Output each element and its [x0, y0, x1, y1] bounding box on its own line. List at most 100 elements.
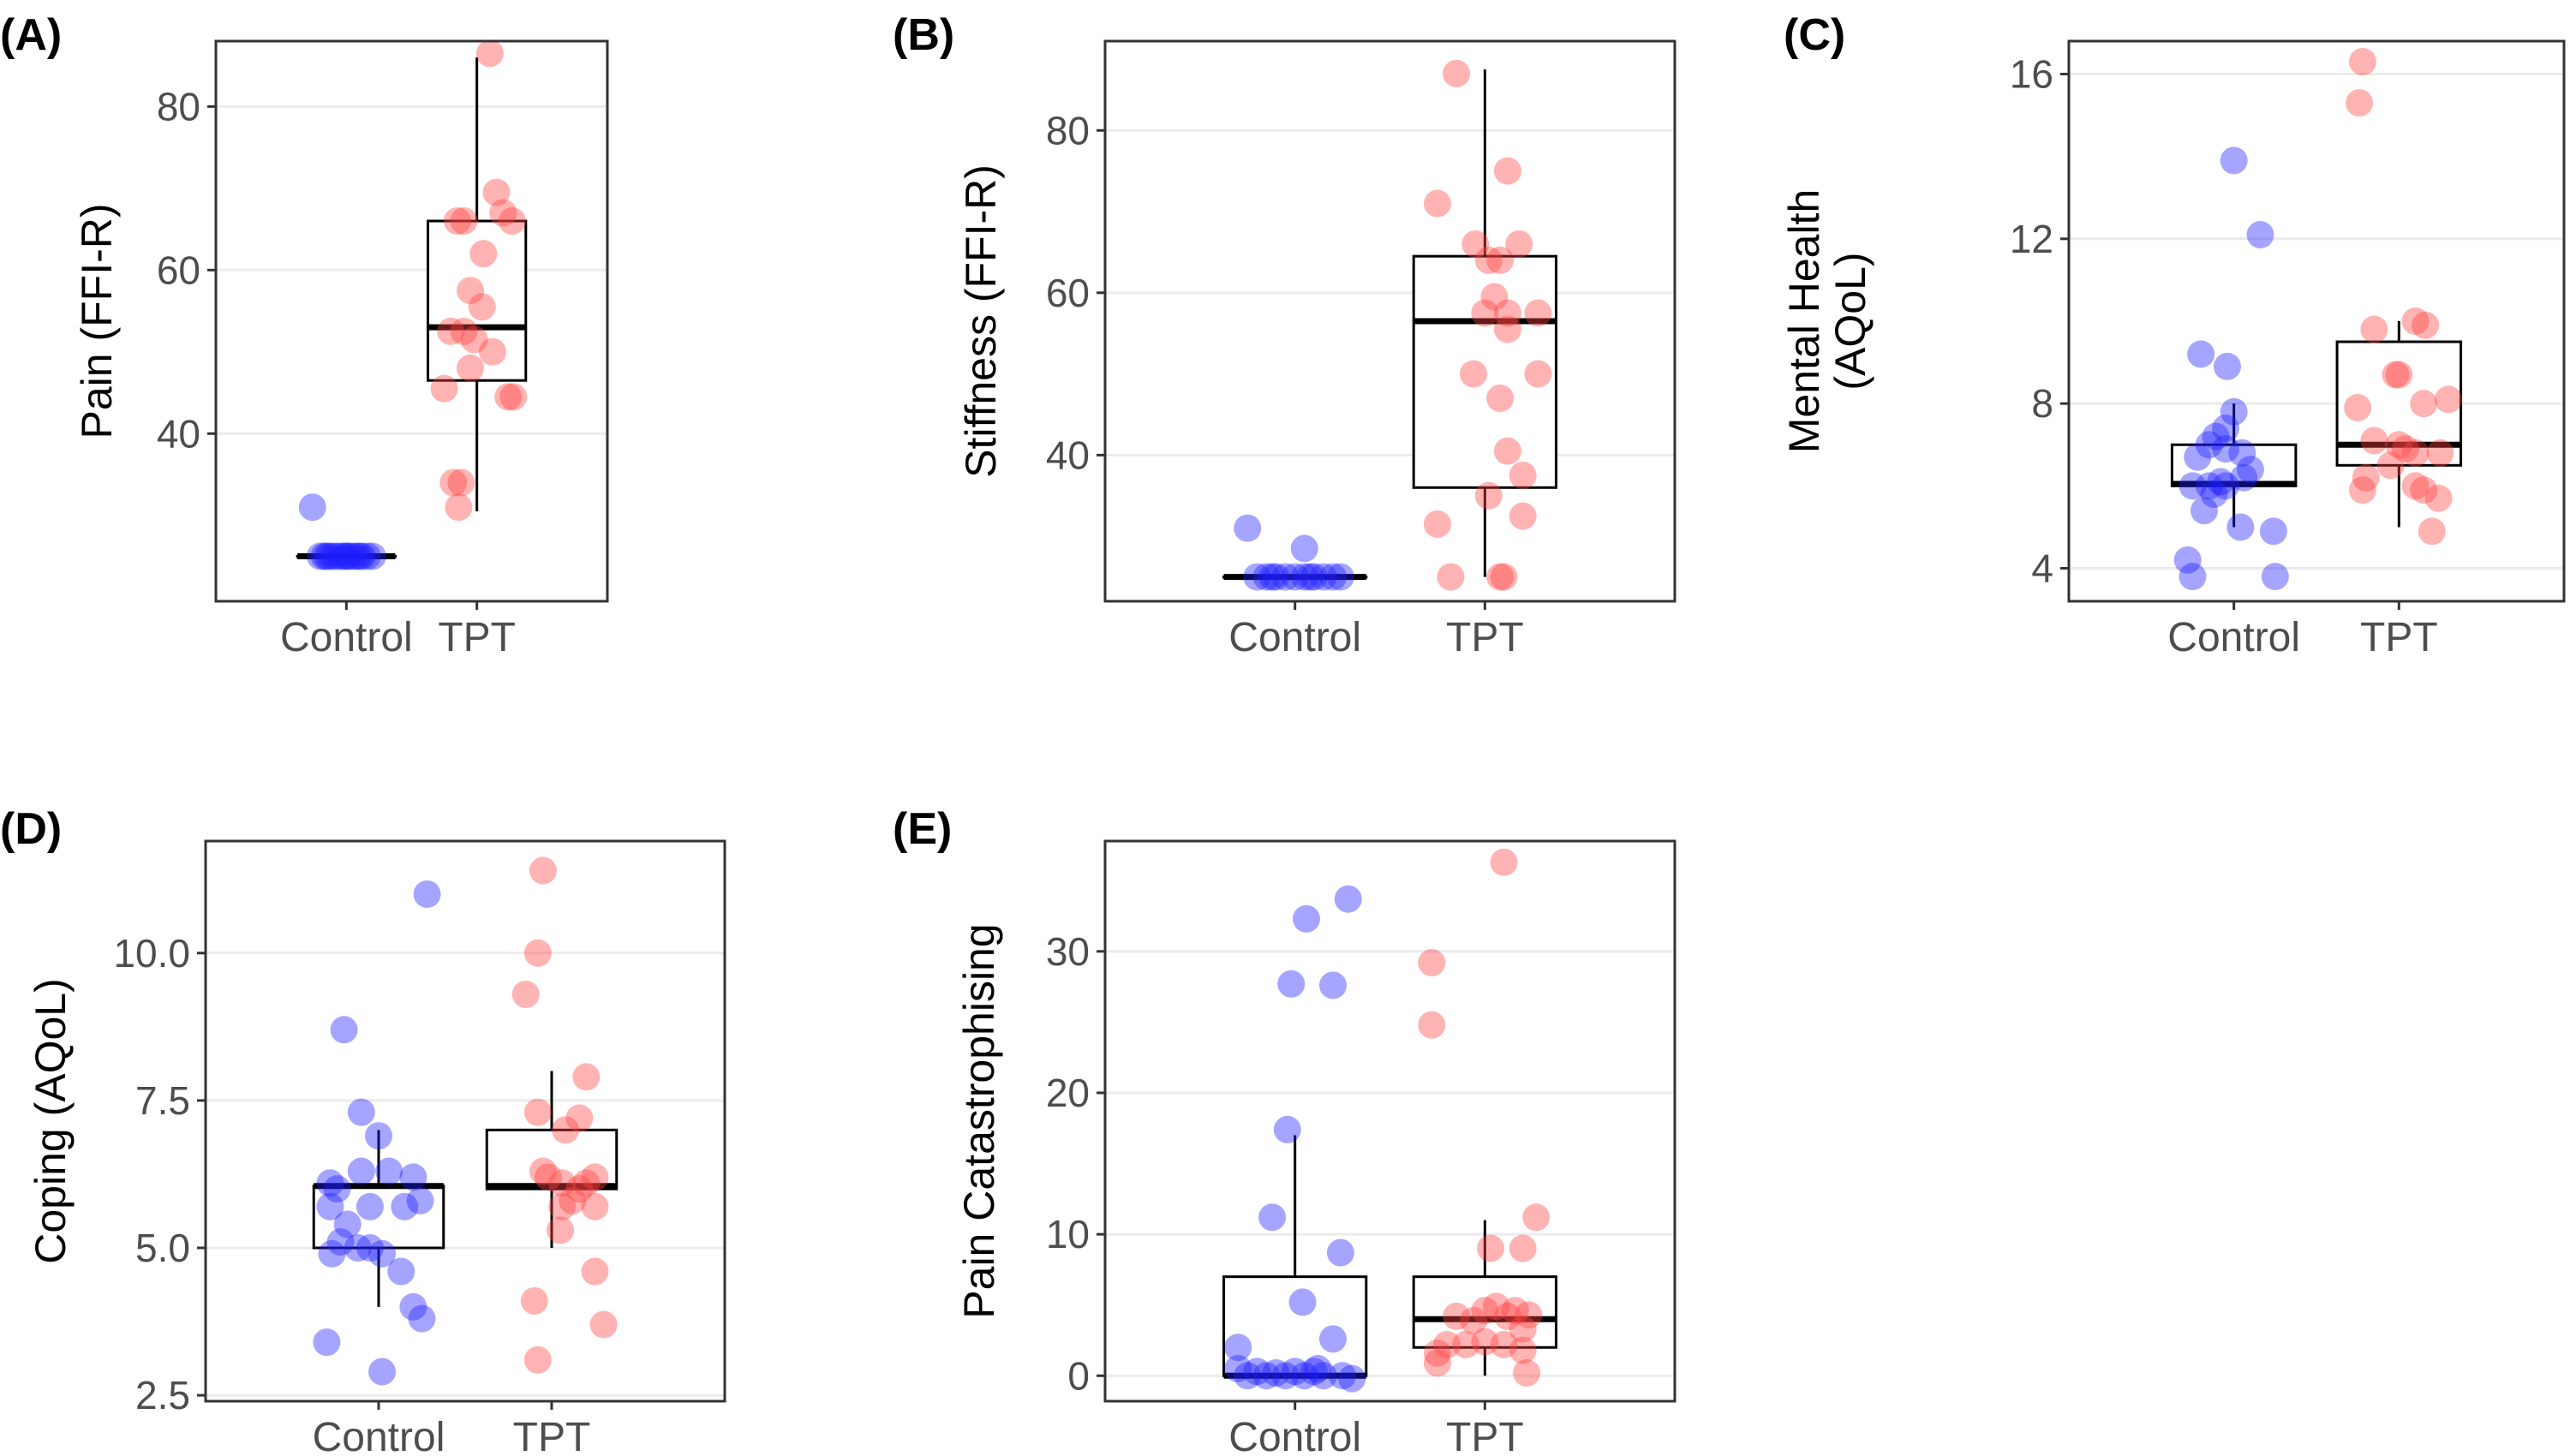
data-point-tpt — [1476, 1234, 1504, 1262]
x-tick-label-control: Control — [1228, 615, 1361, 660]
data-point-control — [358, 542, 386, 570]
y-tick-label: 10.0 — [113, 931, 190, 976]
y-axis-title: Coping (AQoL) — [27, 978, 75, 1264]
y-tick-label: 10 — [1046, 1212, 1090, 1256]
data-point-tpt — [2401, 439, 2430, 467]
data-point-tpt — [430, 374, 458, 403]
data-point-tpt — [1423, 1339, 1451, 1367]
data-point-control — [1329, 1362, 1357, 1390]
plot-frame — [1103, 839, 1676, 1403]
data-point-tpt — [1423, 510, 1451, 538]
data-point-tpt — [475, 39, 504, 68]
x-tick-label-control: Control — [2167, 615, 2300, 660]
data-point-tpt — [2352, 463, 2380, 492]
data-point-control — [2179, 563, 2207, 591]
data-point-tpt — [1493, 315, 1521, 343]
y-tick-label: 80 — [157, 84, 200, 128]
data-point-tpt — [478, 337, 506, 366]
data-point-control — [1300, 1358, 1328, 1386]
data-point-tpt — [469, 240, 498, 268]
data-point-tpt — [2410, 476, 2438, 504]
data-point-tpt — [2401, 307, 2430, 335]
data-point-tpt — [1490, 848, 1518, 876]
data-point-tpt — [1524, 299, 1552, 327]
panel-e: (E) 0 10 20 30 Control TPT Pain Catastrophising — [893, 804, 1676, 1456]
data-point-tpt — [572, 1169, 601, 1197]
data-point-control — [408, 1304, 436, 1333]
y-tick-label: 80 — [1046, 108, 1090, 152]
data-point-tpt — [2412, 311, 2440, 339]
data-point-control — [365, 1122, 392, 1150]
data-point-tpt — [499, 383, 528, 411]
y-axis-title: Mental Health — [1780, 189, 1828, 454]
data-point-tpt — [548, 1169, 577, 1197]
data-point-control — [2220, 397, 2248, 426]
data-point-control — [2173, 546, 2202, 574]
data-point-tpt — [445, 493, 473, 522]
data-point-tpt — [2401, 472, 2430, 500]
data-point-tpt — [1493, 437, 1521, 465]
data-point-tpt — [2385, 431, 2413, 459]
data-point-tpt — [2376, 451, 2405, 480]
data-point-control — [348, 542, 376, 570]
data-point-tpt — [460, 325, 488, 354]
data-point-tpt — [2382, 361, 2410, 389]
data-point-control — [399, 1163, 427, 1191]
y-tick-label: 8 — [2031, 381, 2053, 426]
panel-d: (D) 2.5 5.0 7.5 10.0 Control TPT Coping (AQoL) — [0, 804, 726, 1456]
data-point-tpt — [443, 207, 471, 236]
data-point-tpt — [1486, 246, 1515, 274]
panel-label: (D) — [0, 804, 62, 854]
data-point-control — [2212, 472, 2240, 500]
data-point-control — [1271, 563, 1300, 591]
data-point-tpt — [1418, 1011, 1446, 1039]
data-point-control — [331, 542, 359, 570]
data-point-control — [1296, 563, 1324, 591]
x-tick-label-tpt: TPT — [513, 1415, 591, 1456]
data-point-control — [310, 542, 338, 570]
data-point-tpt — [489, 199, 517, 227]
data-point-control — [298, 493, 326, 522]
y-axis-title: Pain Catastrophising — [955, 923, 1003, 1318]
data-point-control — [343, 542, 371, 570]
data-point-control — [1326, 1238, 1354, 1267]
boxplot-control — [312, 1130, 445, 1307]
data-point-control — [326, 1228, 355, 1256]
data-point-tpt — [1461, 230, 1490, 258]
data-point-control — [1281, 563, 1309, 591]
data-point-tpt — [511, 980, 540, 1008]
data-point-control — [1258, 1203, 1287, 1232]
data-point-tpt — [1509, 1234, 1537, 1262]
data-point-control — [1338, 1364, 1366, 1393]
data-point-control — [1292, 904, 1320, 933]
data-point-tpt — [1471, 299, 1499, 327]
iqr-box — [427, 219, 528, 382]
data-point-control — [356, 1234, 384, 1262]
data-point-control — [1290, 534, 1318, 563]
x-tick-label-tpt: TPT — [2360, 615, 2438, 660]
data-point-control — [2212, 435, 2240, 463]
data-point-control — [1271, 1362, 1300, 1390]
y-tick-label: 16 — [2010, 51, 2053, 96]
data-point-tpt — [1460, 360, 1488, 388]
data-point-control — [335, 542, 363, 570]
data-point-control — [345, 542, 374, 570]
data-point-tpt — [439, 468, 468, 497]
panel-c: (C) 4 8 12 16 Control TPT Mental Health(AQoL) — [1780, 10, 2566, 660]
x-tick-label-tpt: TPT — [1446, 615, 1524, 660]
data-point-tpt — [1423, 189, 1451, 218]
data-point-tpt — [523, 1346, 552, 1374]
x-tick-label-control: Control — [1228, 1415, 1361, 1456]
data-point-tpt — [572, 1063, 601, 1091]
data-point-control — [2195, 431, 2223, 459]
data-point-control — [313, 542, 341, 570]
data-point-control — [1262, 563, 1290, 591]
data-point-tpt — [447, 468, 475, 497]
data-point-tpt — [2360, 315, 2388, 343]
data-point-control — [2207, 468, 2235, 496]
plot-frame — [204, 839, 726, 1403]
data-point-control — [413, 880, 441, 908]
data-point-tpt — [2424, 484, 2453, 512]
data-point-control — [1300, 563, 1328, 591]
